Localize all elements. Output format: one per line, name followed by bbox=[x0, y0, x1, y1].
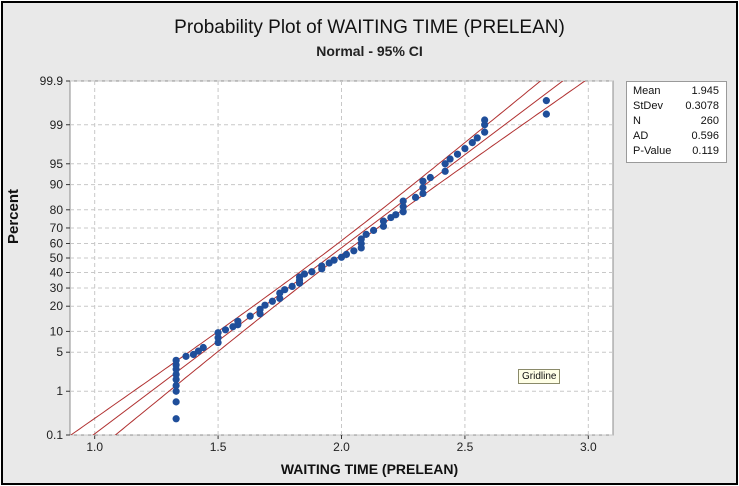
fitted-line bbox=[92, 81, 564, 435]
data-point bbox=[234, 317, 242, 325]
stat-value: 1.945 bbox=[691, 85, 719, 97]
data-point bbox=[481, 116, 489, 124]
data-point bbox=[214, 329, 222, 337]
data-point bbox=[419, 184, 427, 192]
stat-row-p-value: P-Value 0.119 bbox=[627, 144, 726, 159]
data-point bbox=[379, 222, 388, 230]
data-point bbox=[453, 150, 462, 158]
y-tick-label: 50 bbox=[50, 251, 64, 265]
stat-label: AD bbox=[633, 130, 649, 142]
y-tick-label: 40 bbox=[50, 266, 64, 280]
data-point bbox=[399, 208, 407, 216]
data-point bbox=[221, 326, 230, 334]
data-point bbox=[473, 134, 481, 142]
x-tick-label: 2.0 bbox=[333, 440, 350, 454]
gridline-tooltip: Gridline bbox=[518, 369, 561, 384]
data-point bbox=[276, 294, 284, 303]
data-point bbox=[461, 144, 469, 153]
data-point bbox=[342, 250, 351, 259]
x-tick-label: 3.0 bbox=[580, 440, 597, 454]
data-point bbox=[288, 282, 296, 291]
y-tick-label: 70 bbox=[50, 221, 64, 235]
data-point bbox=[411, 193, 420, 201]
x-tick-label: 1.5 bbox=[210, 440, 227, 454]
data-point bbox=[468, 139, 476, 147]
y-tick-label: 95 bbox=[50, 157, 64, 171]
data-point bbox=[357, 235, 365, 243]
y-tick-label: 60 bbox=[50, 236, 64, 250]
y-tick-label: 20 bbox=[50, 299, 64, 313]
data-point bbox=[246, 312, 254, 320]
stat-row-n: N 260 bbox=[627, 114, 726, 129]
data-point bbox=[542, 97, 550, 105]
stat-row-mean: Mean 1.945 bbox=[627, 84, 726, 99]
data-point bbox=[308, 268, 316, 276]
y-tick-label: 99.9 bbox=[40, 74, 64, 88]
data-point bbox=[172, 356, 180, 364]
y-tick-label: 30 bbox=[50, 281, 64, 295]
data-point bbox=[256, 305, 264, 313]
data-point bbox=[214, 334, 222, 342]
y-tick-label: 5 bbox=[56, 345, 63, 359]
data-point bbox=[379, 217, 388, 225]
stat-row-ad: AD 0.596 bbox=[627, 129, 726, 144]
data-point bbox=[318, 262, 326, 270]
chart-title: Probability Plot of WAITING TIME (PRELEA… bbox=[174, 17, 565, 38]
data-point bbox=[172, 398, 180, 406]
y-tick-label: 90 bbox=[50, 178, 64, 192]
y-tick-label: 1 bbox=[56, 384, 63, 398]
stat-label: StDev bbox=[633, 100, 663, 112]
data-point bbox=[194, 347, 202, 355]
data-point bbox=[300, 270, 309, 278]
data-point bbox=[399, 197, 407, 205]
data-point bbox=[350, 247, 358, 255]
data-point bbox=[268, 297, 276, 305]
statistics-box: Mean 1.945 StDev 0.3078 N 260 AD 0.596 P… bbox=[626, 81, 727, 163]
data-point bbox=[426, 173, 434, 182]
data-point bbox=[172, 415, 180, 423]
data-point bbox=[330, 256, 338, 264]
chart-subtitle: Normal - 95% CI bbox=[316, 43, 423, 59]
data-point bbox=[172, 370, 180, 379]
data-point bbox=[542, 110, 550, 118]
x-tick-label: 1.0 bbox=[86, 440, 103, 454]
data-point bbox=[481, 128, 489, 136]
data-point bbox=[441, 167, 449, 175]
x-tick-label: 2.5 bbox=[457, 440, 474, 454]
stat-value: 0.119 bbox=[692, 145, 719, 157]
stat-label: P-Value bbox=[633, 145, 672, 157]
data-point bbox=[182, 352, 190, 360]
data-point bbox=[172, 381, 180, 390]
ci-lower-line bbox=[70, 81, 542, 435]
data-point bbox=[399, 203, 407, 211]
y-tick-label: 80 bbox=[50, 203, 64, 217]
data-point bbox=[419, 189, 427, 198]
data-point bbox=[369, 226, 378, 235]
stat-label: Mean bbox=[633, 85, 661, 97]
data-point bbox=[172, 387, 180, 395]
data-point bbox=[281, 286, 289, 294]
x-axis-label: WAITING TIME (PRELEAN) bbox=[280, 461, 459, 477]
data-point bbox=[362, 230, 370, 238]
data-point bbox=[392, 211, 400, 219]
stat-row-stdev: StDev 0.3078 bbox=[627, 99, 726, 114]
data-point bbox=[441, 160, 449, 168]
y-tick-label: 10 bbox=[50, 324, 64, 338]
data-point bbox=[446, 155, 454, 163]
stat-label: N bbox=[633, 115, 641, 127]
stat-value: 260 bbox=[700, 115, 719, 127]
data-point bbox=[419, 177, 427, 185]
data-point bbox=[199, 343, 207, 352]
y-tick-label: 99 bbox=[50, 118, 64, 132]
stat-value: 0.3078 bbox=[685, 100, 719, 112]
data-point bbox=[261, 301, 269, 309]
y-tick-label: 0.1 bbox=[46, 428, 63, 442]
data-point bbox=[172, 375, 180, 384]
stat-value: 0.596 bbox=[691, 130, 719, 142]
